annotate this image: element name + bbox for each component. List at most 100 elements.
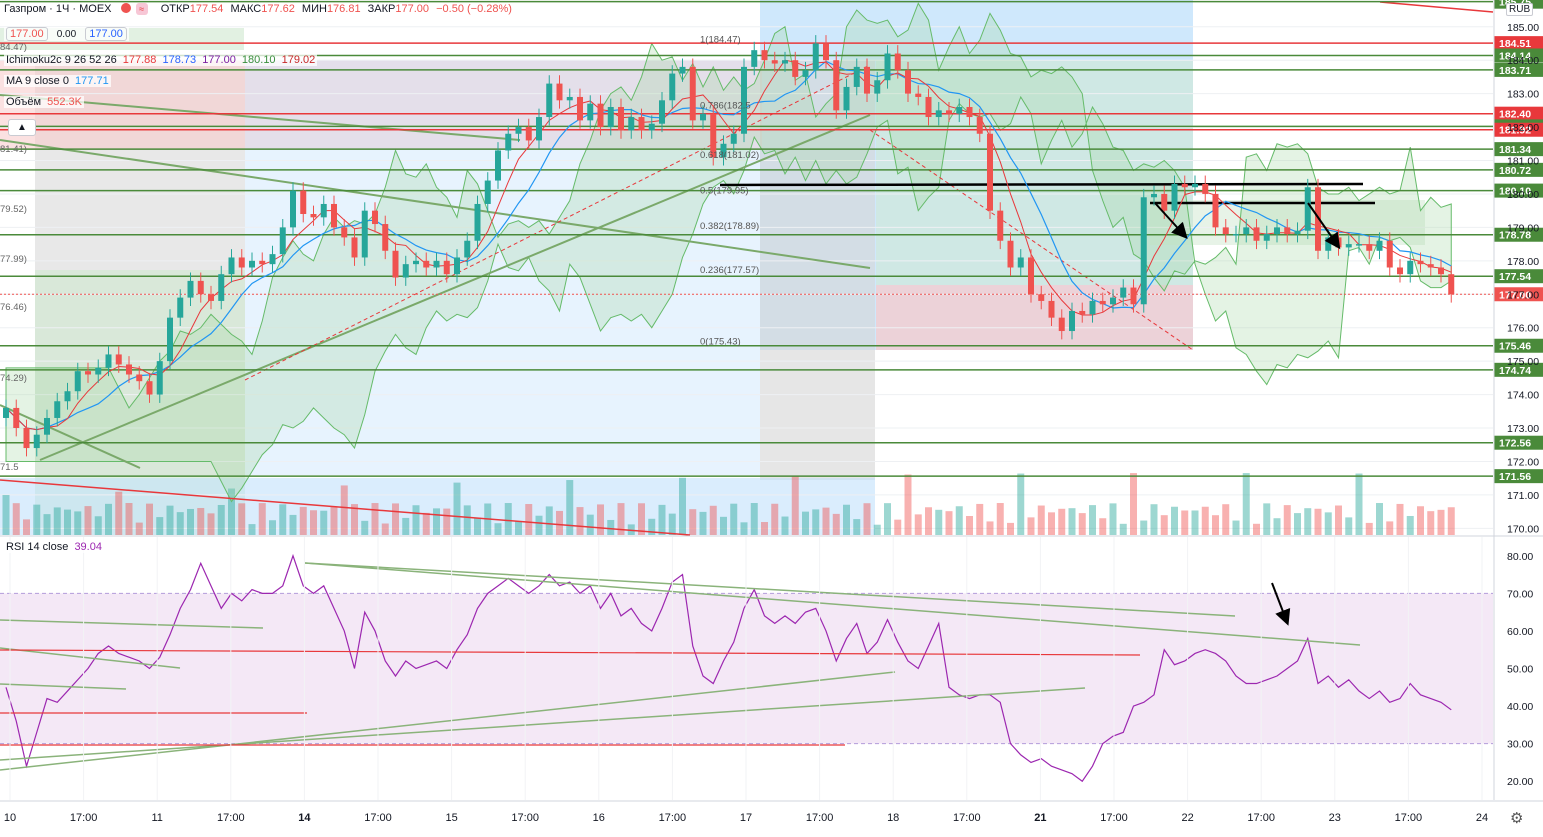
rsi-tick: 80.00 <box>1507 551 1533 563</box>
candle-body <box>187 280 194 298</box>
level-tag: 183.71 <box>1499 65 1531 77</box>
volume-bar <box>351 504 358 535</box>
candle-body <box>167 317 173 362</box>
volume-bar <box>1017 473 1025 535</box>
time-tick: 18 <box>887 812 899 824</box>
volume-bar <box>197 507 205 535</box>
candle-body <box>1438 267 1444 275</box>
candle-body <box>730 133 737 144</box>
volume-bar <box>1201 506 1209 535</box>
buy-price[interactable]: 177.00 <box>85 27 127 41</box>
ma-legend[interactable]: MA 9 close 0 177.71 <box>4 75 111 87</box>
candle-body <box>1089 300 1096 315</box>
fib-label: 0.382(178.89) <box>700 221 759 232</box>
collapse-legend-button[interactable]: ▲ <box>8 119 36 136</box>
candle-body <box>392 250 399 278</box>
level-tag: 181.34 <box>1499 144 1531 156</box>
candle-body <box>300 190 307 214</box>
candle-body <box>792 60 799 77</box>
level-tag: 171.56 <box>1499 471 1531 483</box>
close-label: ЗАКР <box>367 3 396 15</box>
indicator-lines <box>5 59 1452 431</box>
volume-bar <box>433 508 440 535</box>
volume-bar <box>556 510 563 535</box>
sell-price[interactable]: 177.00 <box>6 27 48 41</box>
volume-bar <box>699 511 707 535</box>
level-tag-bg <box>1494 362 1543 377</box>
volume-bar <box>1283 505 1291 535</box>
volume-bar <box>812 509 820 535</box>
time-tick: 16 <box>593 812 605 824</box>
candle-body <box>74 371 81 392</box>
candle-body <box>833 60 840 111</box>
candle-body <box>1017 257 1024 268</box>
volume-bar <box>23 519 30 535</box>
symbol-legend: Газпром · 1Ч · MOEX ≈ ОТКР177.54 МАКС177… <box>4 3 512 15</box>
volume-legend[interactable]: Объём 552.3K <box>4 96 84 108</box>
rsi-trend-2 <box>304 562 1361 646</box>
volume-bar <box>1191 510 1199 535</box>
candle-body <box>976 117 983 134</box>
level-tag-bg <box>1494 287 1543 302</box>
volume-bar <box>607 519 615 535</box>
tenkan-line <box>5 59 1452 431</box>
candle-body <box>1202 183 1209 194</box>
price-tick: 171.00 <box>1507 490 1539 502</box>
candle-body <box>259 260 266 265</box>
candle-body <box>689 66 696 121</box>
volume-bar <box>371 503 379 535</box>
price-tick: 177.00 <box>1507 289 1539 301</box>
volume-bar <box>1406 515 1414 535</box>
volume-bar <box>955 506 963 535</box>
candle-body <box>1448 274 1455 295</box>
time-tick: 24 <box>1476 812 1488 824</box>
rsi-trend-7 <box>0 647 181 669</box>
candle-body <box>1171 183 1178 211</box>
time-tick: 15 <box>445 812 457 824</box>
volume-bar <box>617 503 625 535</box>
volume-bar <box>1089 505 1096 535</box>
low-value: 176.81 <box>326 3 361 15</box>
candle-body <box>536 117 542 141</box>
wave-icon[interactable]: ≈ <box>135 3 148 15</box>
candle-body <box>484 180 491 204</box>
candle-body <box>638 117 645 131</box>
volume-bar <box>1314 508 1322 535</box>
volume-bar <box>822 507 830 535</box>
fib-label: 0.786(182.5 <box>700 100 751 111</box>
candle-body <box>577 96 583 121</box>
currency-badge[interactable]: RUB <box>1506 3 1534 16</box>
time-tick: 23 <box>1329 812 1341 824</box>
rsi-legend[interactable]: RSI 14 close 39.04 <box>4 541 104 553</box>
candle-body <box>915 93 922 97</box>
time-tick: 11 <box>151 812 162 824</box>
ichimoku-legend[interactable]: Ichimoku2c 9 26 52 26 177.88 178.73 177.… <box>4 54 318 66</box>
candle-body <box>905 70 911 94</box>
time-tick: 21 <box>1034 812 1046 824</box>
volume-bar <box>1130 473 1137 535</box>
level-tag-bg <box>1494 469 1543 484</box>
gear-icon[interactable]: ⚙ <box>1510 810 1524 827</box>
candle-body <box>464 240 471 258</box>
volume-bar <box>125 503 133 535</box>
time-tick: 17:00 <box>364 812 392 824</box>
volume-bar <box>802 511 809 535</box>
volume-bar <box>576 507 584 535</box>
candle-body <box>279 227 286 255</box>
candle-body <box>1376 240 1383 251</box>
volume-bar <box>904 474 912 535</box>
price-tick: 183.00 <box>1507 89 1539 101</box>
time-tick: 17:00 <box>953 812 981 824</box>
candle-body <box>126 364 132 375</box>
volume-bar <box>1027 517 1035 535</box>
candle-body <box>546 83 553 118</box>
volume-bar <box>1068 508 1076 535</box>
dot-icon <box>120 3 131 13</box>
volume-bar <box>381 523 389 535</box>
volume-bar <box>299 506 307 535</box>
volume-bar <box>340 485 348 535</box>
trendline-upper-green <box>0 94 521 141</box>
level-tag-bg <box>1494 227 1543 242</box>
candle-body <box>1304 187 1311 231</box>
